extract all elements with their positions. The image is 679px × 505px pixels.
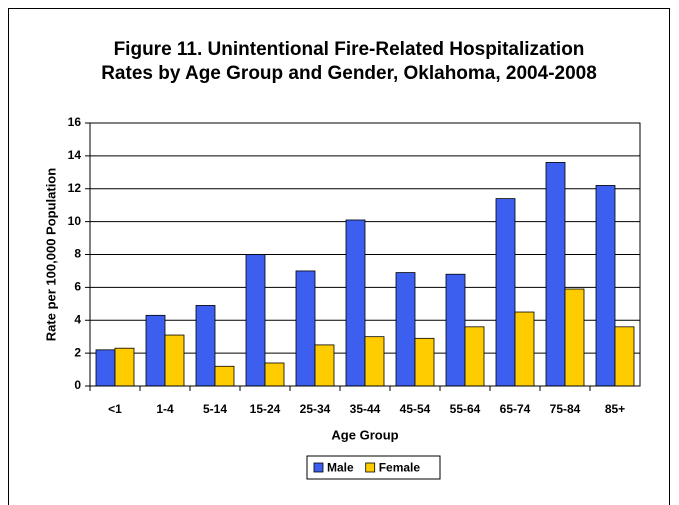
bar [145,314,166,387]
bar [214,365,235,387]
legend-swatch [313,462,324,473]
x-tick-label: 5-14 [203,402,227,416]
y-tick-label: 14 [68,148,82,162]
y-tick-label: 10 [68,214,82,228]
bar [295,270,316,387]
x-tick-label: 45-54 [400,402,431,416]
y-tick-label: 16 [68,115,82,129]
x-axis-label: Age Group [331,427,398,442]
bar [114,347,135,387]
bar [595,185,616,387]
bar [514,311,535,387]
bar [395,272,416,387]
y-tick-label: 4 [74,312,81,326]
bar [245,254,266,387]
x-tick-label: 85+ [605,402,625,416]
y-tick-label: 8 [74,247,81,261]
x-tick-label: <1 [108,402,122,416]
bar [345,219,366,387]
bar [445,273,466,387]
y-tick-label: 2 [74,345,81,359]
x-tick-label: 55-64 [450,402,481,416]
bar [195,305,216,387]
bar [264,362,285,387]
bar [495,198,516,387]
x-tick-label: 1-4 [156,402,174,416]
bar [614,326,635,387]
chart-title: Rates by Age Group and Gender, Oklahoma,… [101,63,597,84]
bar [545,162,566,387]
x-tick-label: 65-74 [500,402,531,416]
x-tick-label: 75-84 [550,402,581,416]
legend-label: Male [327,461,354,475]
bar [564,288,585,387]
bar [95,349,116,387]
y-axis-label: Rate per 100,000 Population [43,168,58,341]
frame [8,8,670,505]
legend-label: Female [379,461,421,475]
bar [414,337,435,387]
y-tick-label: 6 [74,280,81,294]
y-tick-label: 12 [68,181,82,195]
x-tick-label: 15-24 [250,402,281,416]
x-tick-label: 35-44 [350,402,381,416]
bar [314,344,335,387]
y-tick-label: 0 [74,378,81,392]
chart-title: Figure 11. Unintentional Fire-Related Ho… [114,39,585,60]
bar [364,336,385,387]
bar [464,326,485,387]
plot-frame [89,122,641,387]
x-tick-label: 25-34 [300,402,331,416]
legend-swatch [365,462,376,473]
bar [164,334,185,387]
